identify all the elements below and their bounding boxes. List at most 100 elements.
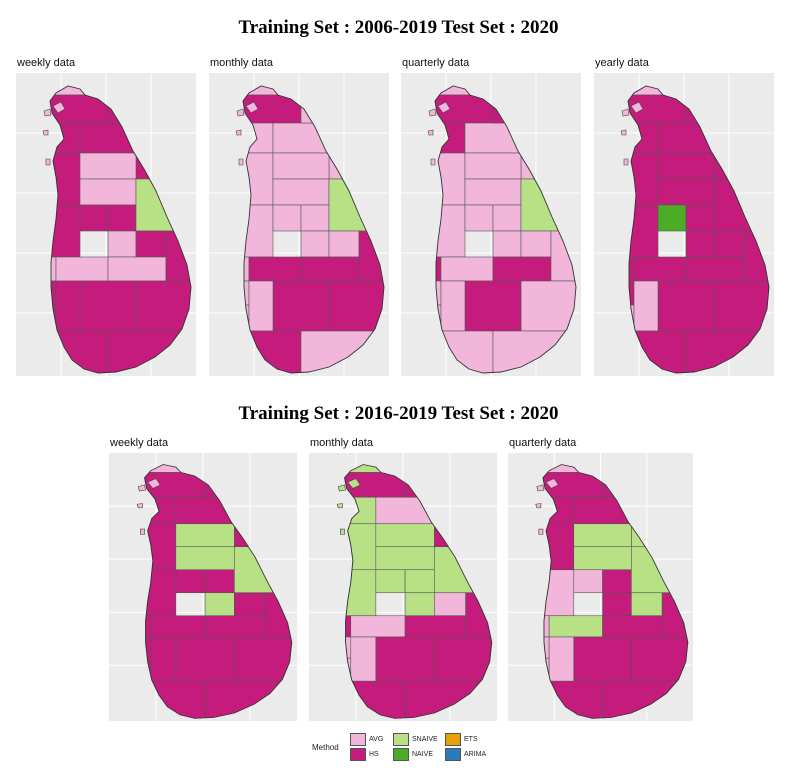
district-23: [55, 280, 81, 332]
legend-swatch: [350, 748, 366, 761]
district-8: [79, 178, 137, 206]
islet: [42, 129, 49, 136]
district-18: [743, 230, 769, 282]
district-11: [204, 569, 235, 594]
district-19: [135, 280, 191, 332]
legend-item-naive: NAIVE: [393, 748, 433, 761]
district-12: [685, 230, 715, 258]
map-area: [209, 73, 389, 376]
district-2: [542, 496, 575, 525]
legend-label: ETS: [464, 736, 478, 743]
district-9: [628, 204, 659, 258]
district-18: [465, 592, 492, 638]
district-7: [79, 152, 137, 180]
district-21: [144, 636, 152, 659]
district-21: [628, 280, 635, 306]
islet: [336, 503, 343, 509]
district-15: [435, 256, 442, 282]
panel-title: quarterly data: [509, 437, 577, 449]
legend-swatch: [445, 733, 461, 746]
district-19: [520, 280, 576, 332]
district-25: [492, 330, 576, 373]
sri-lanka-map: [109, 453, 297, 721]
district-16: [633, 256, 687, 282]
map-area: [16, 73, 196, 376]
islet: [337, 484, 346, 492]
panel-title: yearly data: [595, 57, 649, 69]
district-22: [542, 657, 550, 682]
district-16: [350, 615, 406, 638]
legend-item-snaive: SNAIVE: [393, 733, 438, 746]
district-7: [464, 152, 522, 180]
district-8: [573, 546, 632, 571]
islet: [235, 129, 242, 136]
islet: [347, 478, 361, 489]
legend-label: AVG: [369, 736, 384, 743]
district-4: [492, 94, 576, 124]
district-20: [657, 280, 715, 332]
sri-lanka-map: [401, 73, 581, 376]
district-13: [328, 178, 384, 232]
district-7: [657, 152, 715, 180]
district-21: [435, 280, 442, 306]
legend-item-arima: ARIMA: [445, 748, 486, 761]
map-area: [309, 453, 497, 721]
district-2: [144, 496, 177, 525]
district-8: [657, 178, 715, 206]
district-22: [50, 304, 57, 332]
district-22: [344, 657, 352, 682]
district-8: [175, 546, 235, 571]
islet: [437, 101, 451, 114]
legend-item-avg: AVG: [350, 733, 383, 746]
district-4: [204, 472, 292, 498]
district-4: [107, 94, 191, 124]
district-20: [375, 636, 435, 682]
district-15: [628, 256, 635, 282]
islet: [136, 503, 143, 509]
district-21: [243, 280, 250, 306]
district-10: [375, 569, 406, 594]
district-15: [243, 256, 250, 282]
district-23: [350, 636, 377, 682]
district-12: [404, 592, 435, 617]
district-18: [265, 592, 292, 638]
district-11: [685, 204, 715, 232]
islet: [428, 108, 437, 117]
sri-lanka-map: [309, 453, 497, 721]
islet: [630, 101, 644, 114]
district-20: [573, 636, 632, 682]
islet: [621, 108, 630, 117]
district-22: [435, 304, 442, 332]
district-7: [573, 523, 632, 548]
district-16: [548, 615, 603, 638]
legend-item-ets: ETS: [445, 733, 478, 746]
district-15: [50, 256, 57, 282]
district-8: [272, 178, 330, 206]
district-3: [573, 496, 632, 525]
islet: [623, 158, 629, 166]
district-21: [344, 636, 352, 659]
district-13: [520, 178, 576, 232]
district-23: [440, 280, 466, 332]
sri-lanka-map: [508, 453, 693, 721]
island-outline: [49, 85, 192, 374]
district-25: [404, 680, 492, 719]
district-14: [520, 230, 552, 258]
district-20: [79, 280, 137, 332]
section-2-title: Training Set : 2016-2019 Test Set : 2020: [238, 403, 559, 424]
district-12: [602, 592, 632, 617]
islet: [52, 101, 66, 114]
district-13: [135, 178, 191, 232]
district-14: [234, 592, 266, 617]
district-13: [234, 546, 292, 594]
district-3: [79, 122, 137, 154]
map-area: [508, 453, 693, 721]
district-7: [272, 152, 330, 180]
district-10: [175, 569, 206, 594]
district-24: [628, 330, 687, 373]
legend-label: ARIMA: [464, 751, 487, 758]
district-18: [661, 592, 688, 638]
legend-label: HS: [369, 751, 379, 758]
district-17: [300, 256, 360, 282]
district-25: [685, 330, 769, 373]
